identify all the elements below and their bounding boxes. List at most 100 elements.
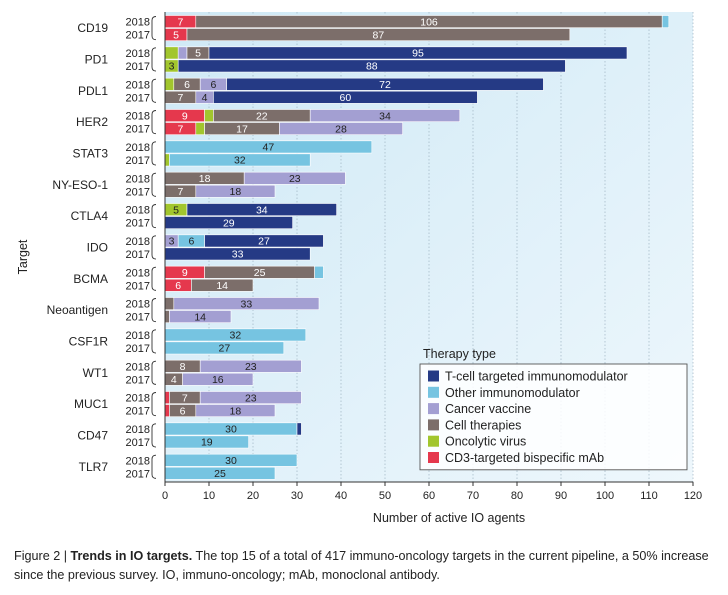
legend-label: Cell therapies [445,418,521,432]
data-label: 32 [230,330,242,342]
x-tick-label: 20 [247,490,259,502]
data-label: 72 [379,79,391,91]
x-tick-label: 120 [684,490,702,502]
data-label: 25 [214,468,226,480]
bar-segment [309,109,461,122]
bar-segment [195,122,205,135]
x-tick-label: 0 [162,490,168,502]
year-label: 2018 [126,205,150,217]
target-bracket [151,235,157,260]
data-label: 18 [230,186,242,198]
data-label: 3 [169,236,175,248]
target-bracket [151,423,157,448]
year-label: 2017 [126,186,150,198]
legend-swatch [428,435,439,447]
x-tick-label: 70 [467,490,479,502]
data-label: 7 [177,186,183,198]
x-tick-label: 60 [423,490,435,502]
year-label: 2018 [126,79,150,91]
bar-segment [243,171,346,185]
bar-segment [213,90,478,104]
legend-swatch [428,386,439,398]
year-label: 2017 [126,249,150,261]
data-label: 9 [182,267,188,279]
data-label: 5 [195,48,201,60]
year-label: 2018 [126,455,150,467]
x-axis-label: Number of active IO agents [373,511,525,525]
year-label: 2017 [126,30,150,42]
year-label: 2017 [126,124,150,136]
target-bracket [151,454,157,479]
data-label: 95 [412,48,424,60]
y-axis-label: Target [16,239,30,274]
bar-segment [186,203,337,216]
bar-segment [173,297,320,310]
target-label: Neoantigen [47,303,108,317]
legend-label: T-cell targeted immunomodulator [445,370,628,384]
legend-box [419,363,688,471]
bar-segment [296,422,302,436]
data-label: 23 [245,361,257,373]
data-label: 87 [373,29,385,41]
x-tick-label: 50 [379,490,391,502]
legend-swatch [428,419,439,431]
target-bracket [151,204,157,229]
target-label: STAT3 [72,147,108,161]
data-label: 5 [173,204,179,216]
data-label: 4 [171,374,177,386]
year-label: 2018 [126,299,150,311]
data-label: 7 [177,92,183,104]
data-label: 7 [177,16,183,28]
data-label: 28 [335,123,347,135]
x-tick-label: 100 [596,490,614,502]
bar-segment [164,310,170,323]
year-label: 2018 [126,142,150,154]
data-label: 25 [254,267,266,279]
data-label: 18 [230,405,242,417]
data-label: 33 [232,249,244,261]
data-label: 27 [258,236,270,248]
caption-text: The top 15 of a total of 417 immuno-onco… [14,549,709,582]
year-label: 2017 [126,437,150,449]
data-label: 23 [245,392,257,404]
x-tick-label: 40 [335,490,347,502]
year-label: 2017 [126,343,150,355]
target-label: CD47 [77,429,108,443]
data-label: 6 [184,79,190,91]
year-label: 2018 [126,330,150,342]
target-bracket [151,360,157,385]
bar-segment [186,28,571,41]
year-label: 2017 [126,92,150,104]
year-label: 2018 [126,424,150,436]
target-bracket [151,266,157,291]
bar-segment [279,122,403,135]
bar-segment [164,391,170,404]
data-label: 6 [175,280,181,292]
target-label: CD19 [77,21,108,35]
bar-segment [177,46,188,60]
data-label: 18 [199,173,211,185]
target-bracket [151,78,157,103]
bar-segment [661,15,670,28]
data-label: 19 [201,437,213,449]
legend-label: Oncolytic virus [445,435,526,449]
year-label: 2017 [126,406,150,418]
bar-segment [164,77,175,91]
year-label: 2018 [126,267,150,279]
data-label: 32 [234,155,246,167]
target-bracket [151,329,157,354]
target-bracket [151,16,157,41]
bar-segment [195,184,276,198]
target-label: NY-ESO-1 [52,178,108,192]
data-label: 9 [182,110,188,122]
data-label: 22 [256,110,268,122]
data-label: 29 [223,217,235,229]
year-label: 2017 [126,280,150,292]
legend-label: CD3-targeted bispecific mAb [445,451,604,465]
year-label: 2017 [126,312,150,324]
data-label: 23 [289,173,301,185]
target-label: CSF1R [69,335,109,349]
bar-segment [169,153,311,167]
target-label: WT1 [83,366,109,380]
target-label: BCMA [73,272,108,286]
